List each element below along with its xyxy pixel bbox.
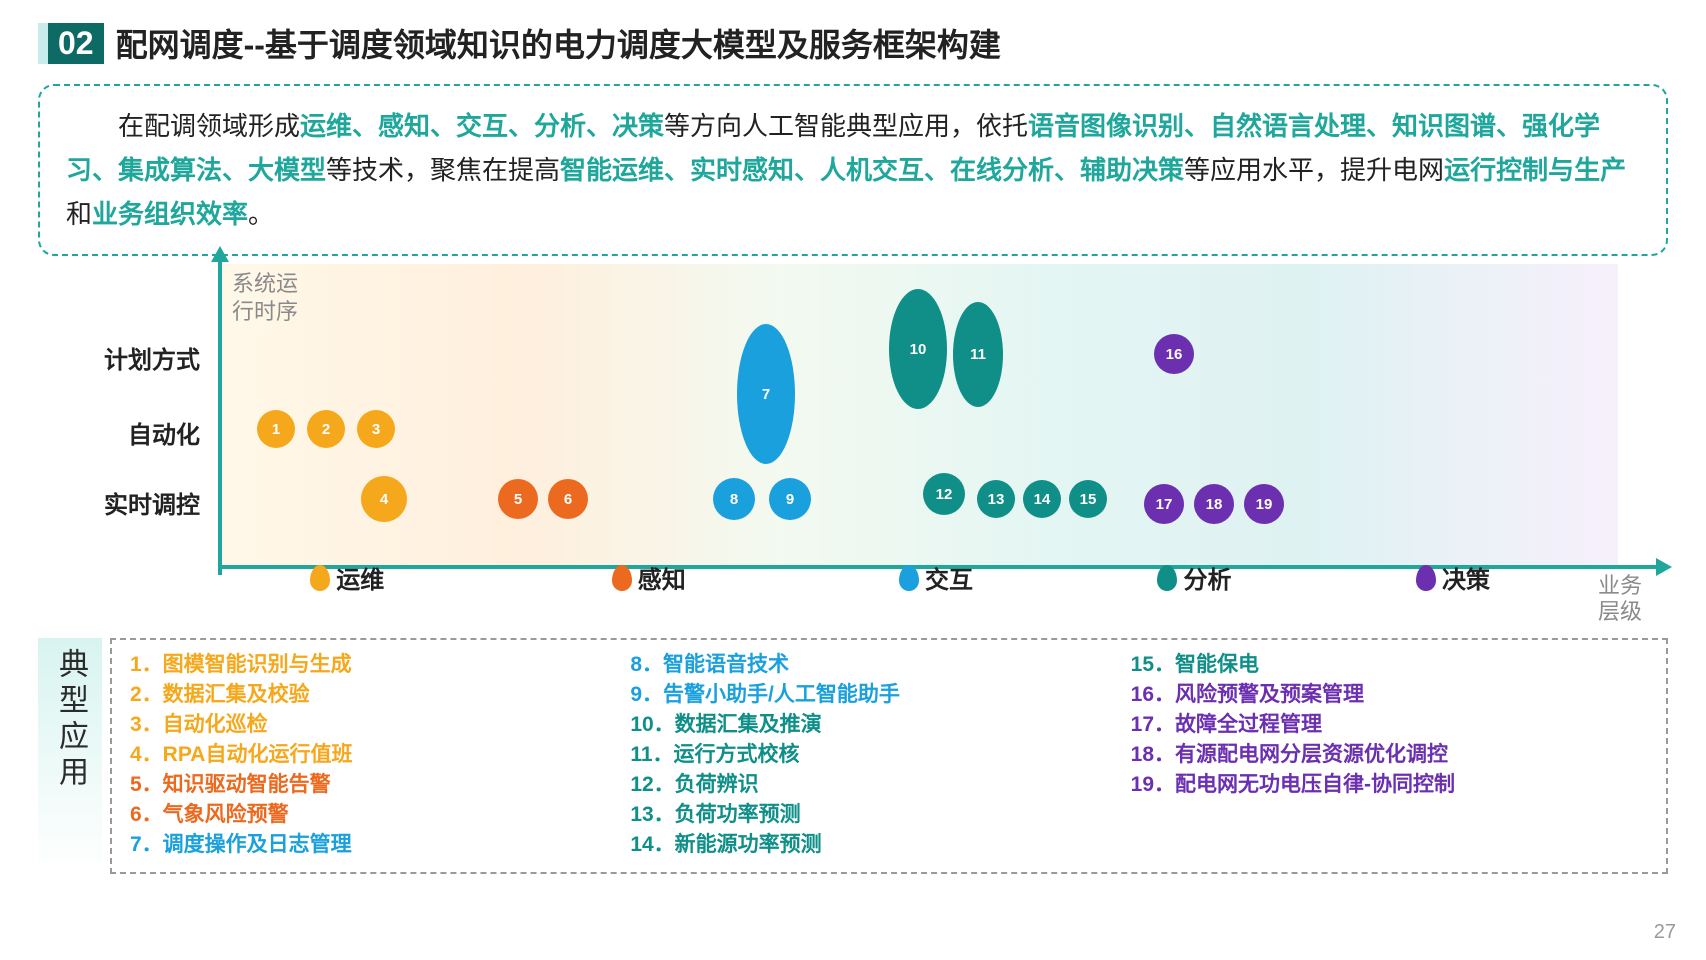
legend-item: 1．图模智能识别与生成	[130, 650, 600, 680]
y-axis-title: 系统运行时序	[232, 270, 298, 326]
drop-icon	[899, 565, 919, 591]
legend-column: 8．智能语音技术9．告警小助手/人工智能助手10．数据汇集及推演11．运行方式校…	[630, 650, 1100, 860]
legend-item: 3．自动化巡检	[130, 710, 600, 740]
header: 02 配网调度--基于调度领域知识的电力调度大模型及服务框架构建	[38, 20, 1668, 66]
x-tick: 感知	[612, 560, 686, 595]
bubble-8: 8	[713, 478, 755, 520]
legend-item: 12．负荷辨识	[630, 770, 1100, 800]
legend-item: 17．故障全过程管理	[1131, 710, 1648, 740]
bubble-3: 3	[357, 410, 395, 448]
bubble-1: 1	[257, 410, 295, 448]
legend-item: 5．知识驱动智能告警	[130, 770, 600, 800]
bubble-13: 13	[977, 480, 1015, 518]
bubble-6: 6	[548, 479, 588, 519]
legend-item: 19．配电网无功电压自律-协同控制	[1131, 770, 1648, 800]
x-category-label: 分析	[1183, 560, 1231, 595]
intro-text: 等应用水平，提升电网	[1184, 155, 1444, 185]
legend-item: 9．告警小助手/人工智能助手	[630, 680, 1100, 710]
drop-icon	[612, 565, 632, 591]
page-number: 27	[1654, 921, 1676, 944]
legend-item: 2．数据汇集及校验	[130, 680, 600, 710]
legend-item: 14．新能源功率预测	[630, 830, 1100, 860]
x-tick: 分析	[1157, 560, 1231, 595]
page-title: 配网调度--基于调度领域知识的电力调度大模型及服务框架构建	[116, 20, 1001, 66]
y-axis	[218, 260, 222, 575]
legend-item: 15．智能保电	[1131, 650, 1648, 680]
y-label: 实时调控	[104, 485, 200, 520]
legend-item: 16．风险预警及预案管理	[1131, 680, 1648, 710]
intro-text: 。	[248, 199, 274, 229]
x-category-label: 感知	[638, 560, 686, 595]
x-category-label: 交互	[925, 560, 973, 595]
bubble-4: 4	[361, 476, 407, 522]
drop-icon	[310, 565, 330, 591]
legend-item: 4．RPA自动化运行值班	[130, 740, 600, 770]
bubble-9: 9	[769, 478, 811, 520]
legend-item: 8．智能语音技术	[630, 650, 1100, 680]
bubble-2: 2	[307, 410, 345, 448]
intro-text: 在配调领域形成	[66, 111, 300, 141]
bubble-18: 18	[1194, 484, 1234, 524]
legend: 典型应用 1．图模智能识别与生成2．数据汇集及校验3．自动化巡检4．RPA自动化…	[38, 638, 1668, 874]
intro-text: 智能运维、实时感知、人机交互、在线分析、辅助决策	[560, 155, 1184, 185]
intro-callout: 在配调领域形成运维、感知、交互、分析、决策等方向人工智能典型应用，依托语音图像识…	[38, 84, 1668, 256]
x-tick: 交互	[899, 560, 973, 595]
bubble-19: 19	[1244, 484, 1284, 524]
legend-item: 18．有源配电网分层资源优化调控	[1131, 740, 1648, 770]
section-badge: 02	[38, 23, 104, 64]
intro-text: 业务组织效率	[92, 199, 248, 229]
x-tick: 决策	[1416, 560, 1490, 595]
intro-text: 等技术，聚焦在提高	[326, 155, 560, 185]
bubble-12: 12	[923, 473, 965, 515]
bubble-7: 7	[737, 324, 795, 464]
bubble-16: 16	[1154, 334, 1194, 374]
intro-text: 等方向人工智能典型应用，依托	[664, 111, 1028, 141]
intro-text: 运维、感知、交互、分析、决策	[300, 111, 664, 141]
bubble-17: 17	[1144, 484, 1184, 524]
legend-item: 7．调度操作及日志管理	[130, 830, 600, 860]
y-label: 自动化	[128, 415, 200, 450]
intro-text: 和	[66, 199, 92, 229]
intro-text: 运行控制与生产	[1444, 155, 1626, 185]
legend-item: 13．负荷功率预测	[630, 800, 1100, 830]
bubble-14: 14	[1023, 480, 1061, 518]
x-category-label: 决策	[1442, 560, 1490, 595]
legend-column: 1．图模智能识别与生成2．数据汇集及校验3．自动化巡检4．RPA自动化运行值班5…	[130, 650, 600, 860]
legend-column: 15．智能保电16．风险预警及预案管理17．故障全过程管理18．有源配电网分层资…	[1131, 650, 1648, 860]
bubble-15: 15	[1069, 480, 1107, 518]
x-category-label: 运维	[336, 560, 384, 595]
bubble-11: 11	[953, 302, 1003, 407]
x-tick: 运维	[310, 560, 384, 595]
drop-icon	[1157, 565, 1177, 591]
y-label: 计划方式	[104, 340, 200, 375]
legend-item: 11．运行方式校核	[630, 740, 1100, 770]
bubble-5: 5	[498, 479, 538, 519]
legend-item: 10．数据汇集及推演	[630, 710, 1100, 740]
bubble-chart: 计划方式自动化实时调控 系统运行时序 业务层级 1234567891011121…	[38, 264, 1668, 594]
legend-item: 6．气象风险预警	[130, 800, 600, 830]
drop-icon	[1416, 565, 1436, 591]
legend-title: 典型应用	[38, 638, 102, 874]
bubble-10: 10	[889, 289, 947, 409]
